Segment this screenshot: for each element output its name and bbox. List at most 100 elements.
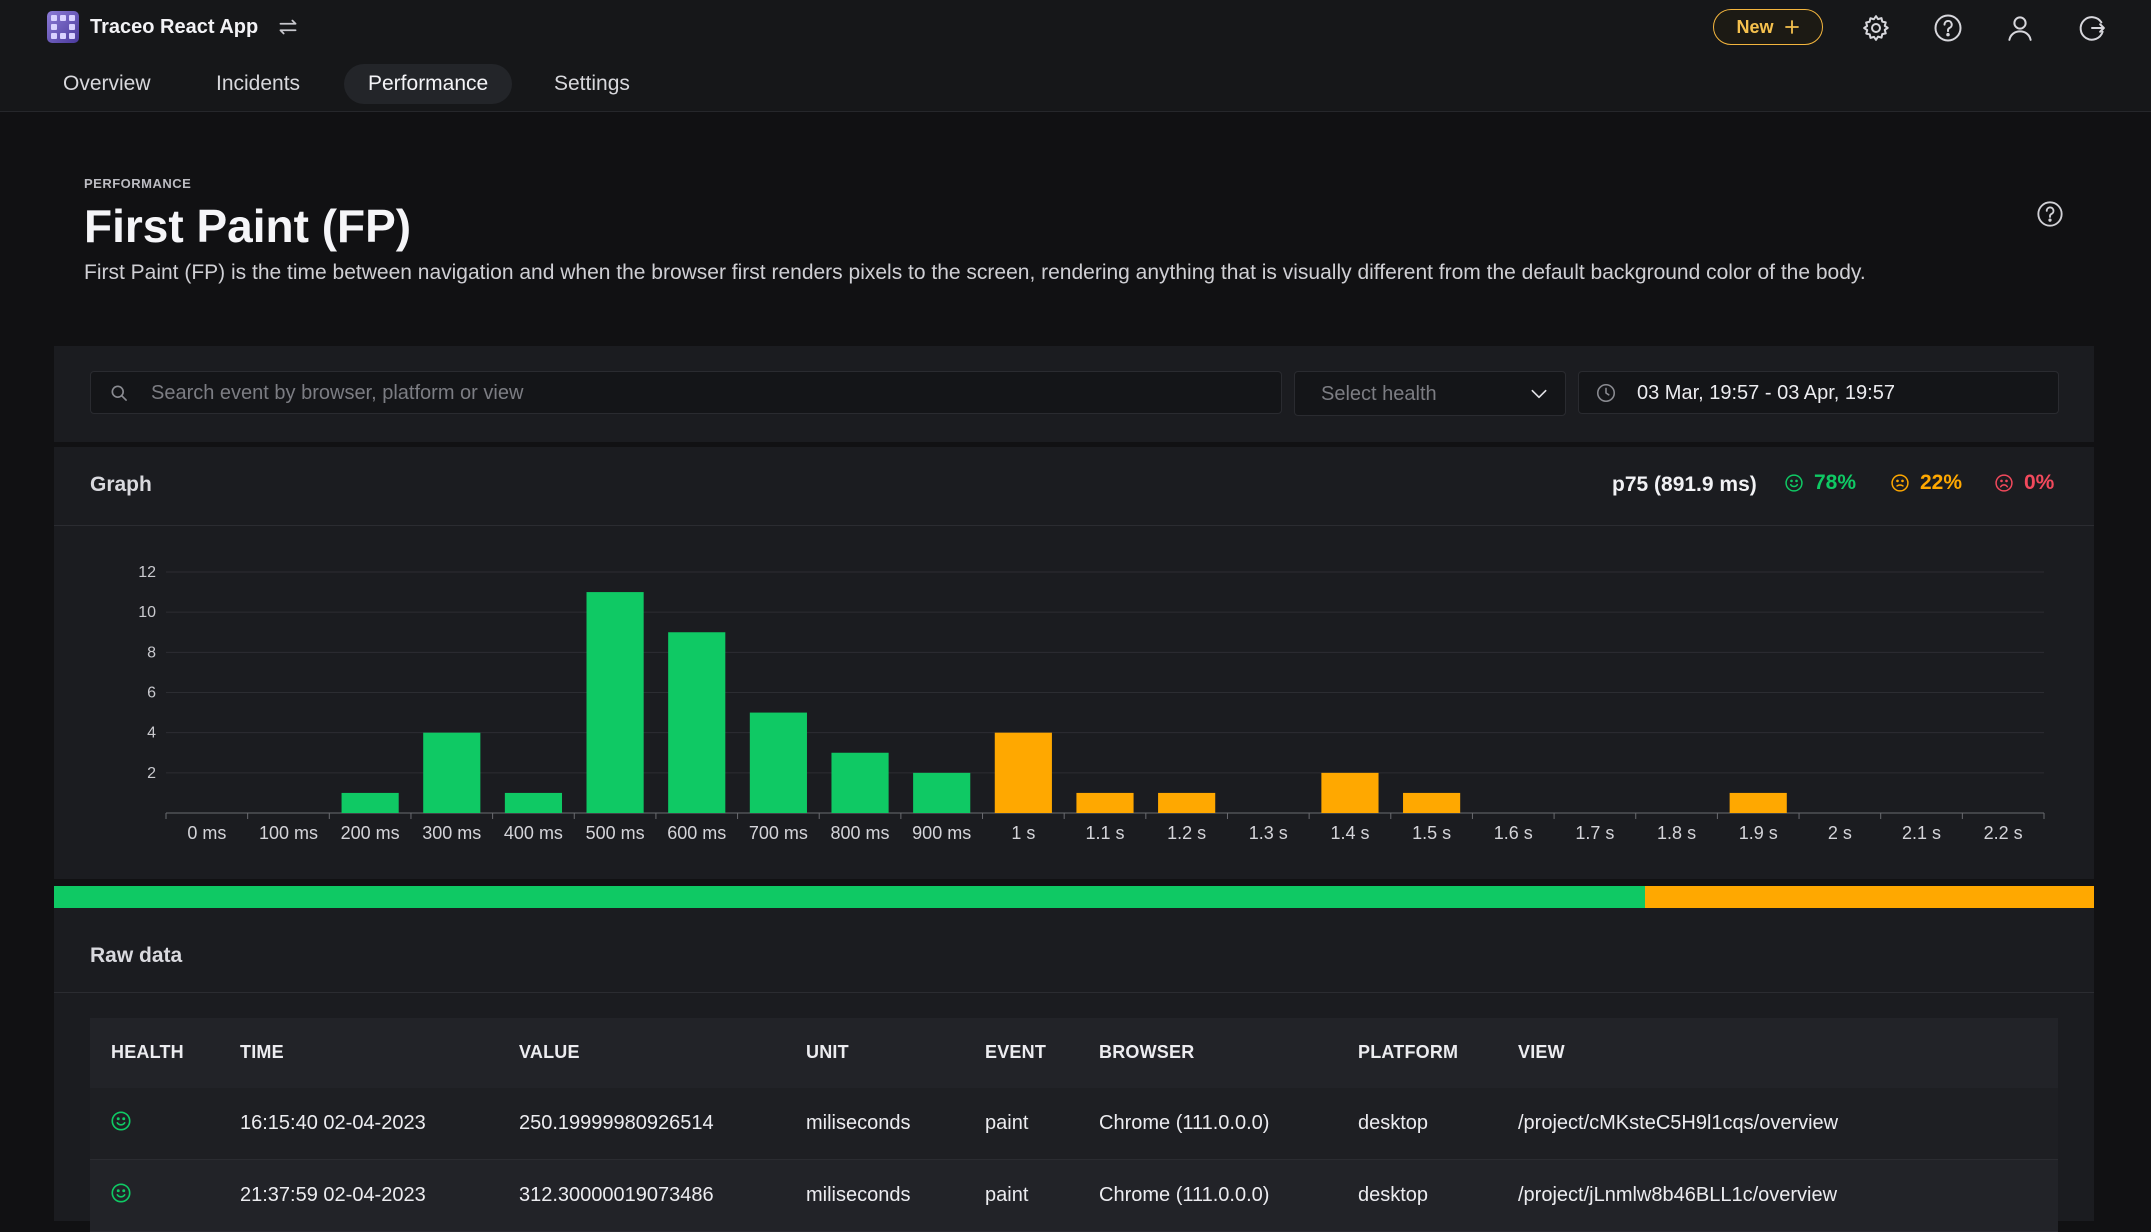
histogram-bar <box>1076 792 1134 813</box>
x-tick-label: 1.3 s <box>1249 823 1288 843</box>
column-header-value[interactable]: VALUE <box>519 1042 580 1062</box>
x-tick-label: 1.8 s <box>1657 823 1696 843</box>
x-tick-label: 1.4 s <box>1330 823 1369 843</box>
health-select[interactable]: Select health <box>1294 371 1566 416</box>
search-box[interactable] <box>90 371 1282 415</box>
settings-icon[interactable] <box>1861 13 1891 43</box>
column-header-view[interactable]: VIEW <box>1518 1042 1565 1062</box>
tab-settings[interactable]: Settings <box>554 72 630 95</box>
x-tick-label: 300 ms <box>422 823 481 843</box>
column-header-browser[interactable]: BROWSER <box>1099 1042 1195 1062</box>
needs-improvement-stat: 22% <box>1890 471 1962 495</box>
health-cell <box>110 1182 132 1210</box>
x-tick-label: 1.1 s <box>1085 823 1124 843</box>
smile-icon <box>111 1111 131 1131</box>
tab-bar: Overview Incidents Performance Settings <box>0 56 2151 112</box>
help-icon[interactable] <box>2036 200 2064 228</box>
health-select-placeholder: Select health <box>1321 383 1437 405</box>
poor-stat: 0% <box>1994 471 2054 495</box>
x-tick-label: 1.9 s <box>1739 823 1778 843</box>
sad-face-icon <box>1995 474 2013 492</box>
x-tick-label: 2 s <box>1828 823 1852 843</box>
y-tick-label: 4 <box>147 725 156 742</box>
y-tick-label: 6 <box>147 685 156 702</box>
x-tick-label: 1.5 s <box>1412 823 1451 843</box>
browser-cell: Chrome (111.0.0.0) <box>1099 1184 1270 1206</box>
needs-improvement-percentage: 22% <box>1920 471 1963 494</box>
x-tick-label: 800 ms <box>831 823 890 843</box>
graph-header: Graph p75 (891.9 ms) 78% 22% 0% <box>54 447 2094 526</box>
tab-incidents[interactable]: Incidents <box>216 72 301 95</box>
date-range-text: 03 Mar, 19:57 - 03 Apr, 19:57 <box>1637 382 1895 404</box>
logout-icon[interactable] <box>2077 13 2107 43</box>
column-header-health[interactable]: HEALTH <box>111 1042 184 1062</box>
raw-data-title: Raw data <box>90 944 183 967</box>
distribution-good-segment <box>54 886 1646 908</box>
view-cell: /project/cMKsteC5H9l1cqs/overview <box>1518 1112 1839 1134</box>
histogram-bar <box>586 592 644 813</box>
histogram-bar <box>423 732 481 813</box>
search-input[interactable] <box>149 372 1273 415</box>
histogram-bar <box>341 792 399 813</box>
good-stat: 78% <box>1784 471 1856 495</box>
search-icon <box>111 385 127 401</box>
page-title: First Paint (FP) <box>84 200 412 252</box>
histogram-bar <box>831 752 889 813</box>
x-tick-label: 900 ms <box>912 823 971 843</box>
new-button[interactable]: New <box>1713 9 1823 45</box>
table-row[interactable]: 21:37:59 02-04-2023 312.30000019073486 m… <box>90 1160 2058 1232</box>
x-tick-label: 200 ms <box>341 823 400 843</box>
column-header-platform[interactable]: PLATFORM <box>1358 1042 1459 1062</box>
table-header: HEALTH TIME VALUE UNIT EVENT BROWSER PLA… <box>90 1018 2058 1088</box>
browser-cell: Chrome (111.0.0.0) <box>1099 1112 1270 1134</box>
table-row[interactable]: 16:15:40 02-04-2023 250.19999980926514 m… <box>90 1088 2058 1160</box>
swap-icon[interactable] <box>275 14 301 40</box>
histogram-bar <box>1158 792 1216 813</box>
y-tick-label: 2 <box>147 765 156 782</box>
help-icon[interactable] <box>1933 13 1963 43</box>
x-tick-label: 1.2 s <box>1167 823 1206 843</box>
distribution-needs-improvement-segment <box>1645 886 2094 908</box>
raw-data-panel: Raw data HEALTH TIME VALUE UNIT EVENT BR… <box>54 908 2094 1232</box>
date-range-picker[interactable]: 03 Mar, 19:57 - 03 Apr, 19:57 <box>1578 371 2059 414</box>
chevron-down-icon <box>1531 389 1547 399</box>
histogram-bar <box>504 792 563 813</box>
health-distribution-bar <box>54 886 2094 908</box>
histogram-bar <box>1321 772 1379 813</box>
histogram-bar <box>668 632 726 813</box>
histogram-bar <box>1729 792 1787 813</box>
top-bar: Traceo React App New <box>0 0 2151 56</box>
p75-value: p75 (891.9 ms) <box>1612 473 1757 496</box>
user-icon[interactable] <box>2005 13 2035 43</box>
tab-overview[interactable]: Overview <box>63 72 151 95</box>
x-tick-label: 0 ms <box>187 823 226 843</box>
y-tick-label: 12 <box>138 564 156 581</box>
app-logo[interactable] <box>47 11 79 43</box>
unit-cell: miliseconds <box>806 1112 911 1134</box>
view-cell: /project/jLnmlw8b46BLL1c/overview <box>1518 1184 1838 1206</box>
x-tick-label: 1 s <box>1011 823 1035 843</box>
app-name[interactable]: Traceo React App <box>90 16 259 38</box>
x-tick-label: 100 ms <box>259 823 318 843</box>
x-tick-label: 1.6 s <box>1494 823 1533 843</box>
histogram-bar <box>994 732 1052 813</box>
column-header-unit[interactable]: UNIT <box>806 1042 849 1062</box>
smile-icon <box>1785 474 1803 492</box>
plus-icon <box>1784 20 1799 34</box>
raw-data-header: Raw data <box>54 908 2094 993</box>
event-cell: paint <box>985 1184 1029 1206</box>
x-tick-label: 2.1 s <box>1902 823 1941 843</box>
time-cell: 21:37:59 02-04-2023 <box>240 1184 426 1206</box>
y-tick-label: 8 <box>147 644 156 661</box>
event-cell: paint <box>985 1112 1029 1134</box>
health-cell <box>110 1110 132 1138</box>
column-header-time[interactable]: TIME <box>240 1042 284 1062</box>
value-cell: 312.30000019073486 <box>519 1184 714 1206</box>
histogram-bar <box>749 712 807 813</box>
time-cell: 16:15:40 02-04-2023 <box>240 1112 426 1134</box>
poor-percentage: 0% <box>2024 471 2055 494</box>
column-header-event[interactable]: EVENT <box>985 1042 1047 1062</box>
tab-performance[interactable]: Performance <box>344 64 513 104</box>
y-tick-label: 10 <box>138 604 156 621</box>
x-tick-label: 2.2 s <box>1984 823 2023 843</box>
